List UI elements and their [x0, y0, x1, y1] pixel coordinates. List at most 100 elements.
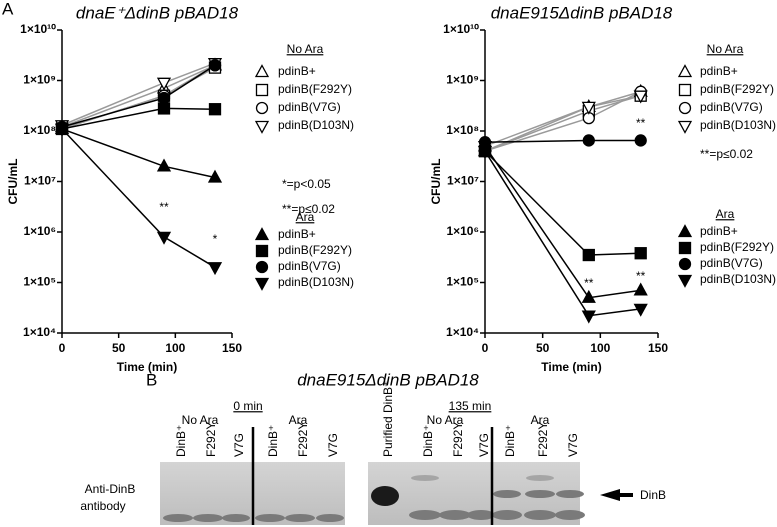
legend-label: pdinB(V7G) — [278, 100, 341, 114]
legend-label: pdinB+ — [278, 64, 316, 78]
lane-label: DinB⁺ — [421, 425, 435, 457]
marker — [633, 282, 648, 296]
marker — [634, 247, 647, 260]
antibody-label: Anti-DinB — [85, 482, 136, 496]
note: *=p<0.05 — [282, 177, 331, 191]
lane-label: DinB⁺ — [266, 425, 280, 457]
x-tick-label: 50 — [536, 341, 550, 355]
y-tick-label: 1×10¹⁰ — [443, 22, 479, 36]
legend-marker — [254, 227, 270, 241]
x-tick-label: 100 — [165, 341, 185, 355]
marker — [157, 91, 171, 105]
marker — [156, 231, 172, 245]
marker — [208, 103, 222, 116]
note: **=p≤0.02 — [700, 147, 753, 161]
annotation: ** — [636, 269, 646, 283]
legend-header: No Ara — [287, 42, 324, 56]
legend-label: pdinB+ — [278, 227, 316, 241]
lane-label: V7G — [326, 433, 340, 457]
lane-label: F292Y — [451, 422, 465, 457]
time-label: 135 min — [449, 399, 492, 413]
legend-label: pdinB(F292Y) — [700, 240, 774, 254]
x-tick-label: 150 — [648, 341, 668, 355]
legend-header: No Ara — [707, 42, 744, 56]
note: **=p≤0.02 — [282, 202, 335, 216]
y-tick-label: 1×10⁴ — [23, 325, 56, 339]
y-tick-label: 1×10⁸ — [23, 123, 56, 137]
y-tick-label: 1×10⁹ — [446, 73, 479, 87]
purified-band — [371, 486, 399, 506]
panel-label: B — [146, 370, 157, 389]
legend-label: pdinB(D103N) — [278, 118, 354, 132]
lane-label: DinB⁺ — [174, 425, 188, 457]
bands — [163, 475, 585, 522]
legend-marker — [255, 83, 269, 97]
legend-marker — [677, 64, 693, 78]
group-label: No Ara — [427, 413, 464, 427]
legend-label: pdinB(D103N) — [700, 272, 776, 286]
arrow — [600, 489, 633, 501]
x-axis-label: Time (min) — [117, 360, 177, 374]
annotation: * — [213, 232, 218, 246]
x-tick-label: 0 — [482, 341, 489, 355]
group-label: Ara — [289, 413, 308, 427]
time-label: 0 min — [233, 399, 262, 413]
legend-label: pdinB(V7G) — [700, 256, 763, 270]
marker — [208, 59, 222, 72]
marker — [633, 90, 648, 104]
marker — [54, 123, 70, 137]
series-line — [61, 62, 216, 126]
x-tick-label: 150 — [222, 341, 242, 355]
y-tick-label: 1×10⁹ — [23, 73, 56, 87]
series-line — [61, 64, 216, 128]
y-axis-label: CFU/mL — [429, 159, 443, 205]
marker — [581, 289, 596, 303]
chart-title: dnaE915ΔdinB pBAD18 — [491, 3, 673, 22]
marker — [581, 101, 596, 115]
lane-labels: DinB⁺ F292Y V7G DinB⁺ F292Y V7G Purified DinB⁺… — [174, 381, 580, 457]
y-tick-label: 1×10⁷ — [447, 174, 479, 188]
x-tick-label: 100 — [590, 341, 610, 355]
lane-label: F292Y — [296, 422, 310, 457]
legend-marker — [254, 120, 270, 134]
y-tick-label: 1×10⁸ — [446, 123, 479, 137]
y-tick-label: 1×10⁴ — [446, 325, 479, 339]
y-tick-label: 1×10⁶ — [23, 224, 56, 238]
legend-header: Ara — [716, 207, 735, 221]
marker — [157, 102, 171, 115]
lane-label: V7G — [232, 433, 246, 457]
legend-marker — [255, 260, 269, 274]
blot-title: dnaE915ΔdinB pBAD18 — [297, 370, 479, 389]
group-label: Ara — [531, 413, 550, 427]
chart: dnaE⁺ΔdinB pBAD18 1×10⁴ 1×10⁵ 1×10⁶ 1×10⁷ 1×1… — [6, 3, 354, 374]
antibody-label: antibody — [80, 499, 125, 513]
marker — [581, 310, 596, 324]
legend-marker — [677, 224, 693, 238]
legend-label: pdinB(D103N) — [278, 275, 354, 289]
series-line — [61, 128, 216, 268]
legend-marker — [677, 120, 693, 134]
marker — [582, 134, 595, 147]
legend-marker — [255, 244, 269, 258]
y-axis-label: CFU/mL — [6, 159, 20, 205]
lane-label: F292Y — [204, 422, 218, 457]
group-label: No Ara — [182, 413, 219, 427]
legend-label: pdinB(F292Y) — [700, 82, 774, 96]
western-blot-panel: B dnaE915ΔdinB pBAD18 0 min 135 min No A… — [80, 370, 666, 525]
legend-marker — [678, 101, 692, 115]
x-tick-label: 50 — [112, 341, 126, 355]
legend-label: pdinB(D103N) — [700, 118, 776, 132]
legend-marker — [254, 64, 270, 78]
band-label: DinB — [640, 488, 666, 502]
legend-label: pdinB(F292Y) — [278, 243, 352, 257]
legend-label: pdinB+ — [700, 64, 738, 78]
annotation: ** — [584, 276, 594, 290]
lane-label: V7G — [477, 433, 491, 457]
lane-label: F292Y — [536, 422, 550, 457]
lane-label: Purified DinB⁺ — [381, 381, 395, 457]
legend-label: pdinB(F292Y) — [278, 82, 352, 96]
legend-label: pdinB(V7G) — [278, 259, 341, 273]
series-line — [484, 150, 641, 256]
chart-title: dnaE⁺ΔdinB pBAD18 — [76, 3, 239, 22]
